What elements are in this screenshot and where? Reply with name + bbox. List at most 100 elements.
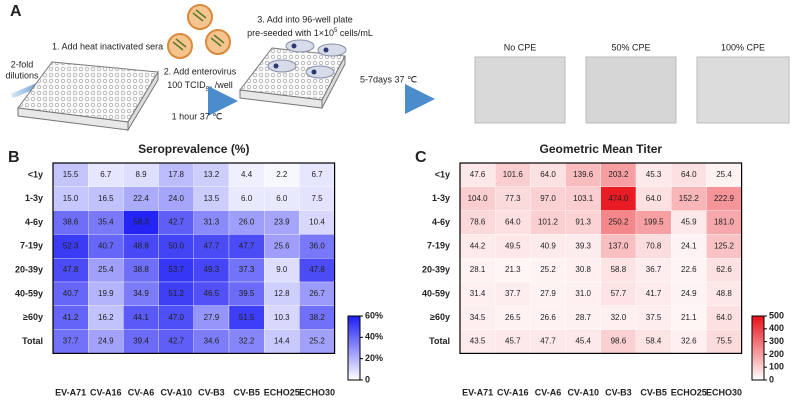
cell-label: 21.3 [505,265,521,274]
row-label: <1y [28,169,43,179]
cell-label: 62.6 [716,265,732,274]
cell-label: 30.8 [575,265,591,274]
cell-label: 40.7 [63,289,79,298]
step-text: 2. Add enterovirus [164,66,237,76]
chart-title: Geometric Mean Titer [540,142,663,156]
cell-label: 24.9 [681,289,697,298]
cell-label: 48.8 [133,241,149,250]
cell-label: 13.2 [204,170,220,179]
x-tick-label: ECHO30 [706,387,742,397]
cell-label: 47.7 [540,337,556,346]
colorbar-tick-label: 40% [365,332,383,342]
cell-label: 44.2 [470,241,486,250]
cell-label: 31.4 [470,289,486,298]
cell-label: 23.9 [274,218,290,227]
x-tick-label: CV-B5 [640,387,667,397]
cell-label: 101.2 [538,218,559,227]
cell-label: 53.7 [168,265,184,274]
cell-label: 25.2 [540,265,556,274]
cell-label: 64.0 [540,170,556,179]
row-label: 40-59y [15,288,43,298]
cell-label: 28.1 [470,265,486,274]
cell-label: 39.3 [575,241,591,250]
cell-label: 75.5 [716,337,732,346]
cell-label: 37.7 [505,289,521,298]
cell-label: 139.6 [573,170,594,179]
panel-label: B [8,149,20,166]
cell-label: 19.9 [98,289,114,298]
colorbar-tick-label: 20% [365,353,383,363]
colorbar-tick-label: 60% [365,310,383,320]
cell-label: 199.5 [644,218,665,227]
cell-label: 52.3 [63,241,79,250]
cell-label: 47.6 [470,170,486,179]
seed-sup: 5 [334,28,338,34]
x-tick-label: CV-A10 [567,387,599,397]
cell-label: 203.2 [608,170,629,179]
cell-label: 16.5 [98,194,114,203]
cell-label: 25.4 [716,170,732,179]
cell-label: 7.5 [311,194,323,203]
cell-label: 57.7 [611,289,627,298]
micrographs [474,56,790,124]
cell-label: 14.4 [274,337,290,346]
cell-label: 48.8 [716,289,732,298]
cell-label: 49.5 [505,241,521,250]
cell-label: 91.3 [575,218,591,227]
cell-label: 32.6 [681,337,697,346]
cell-label: 39.4 [133,337,149,346]
heatmap-border [52,162,336,354]
cell-label: 47.8 [63,265,79,274]
row-label: 1-3y [432,193,450,203]
cell-label: 41.2 [63,313,79,322]
cell-label: 15.5 [63,170,79,179]
cell-label: 24.0 [168,194,184,203]
x-tick-label: CV-A6 [128,387,155,397]
step-text: 3. Add into 96-well plate [257,14,353,24]
cell-label: 36.7 [646,265,662,274]
cell-label: 44.1 [133,313,149,322]
cell-label: 25.6 [274,241,290,250]
colorbar [347,315,361,381]
row-label: 4-6y [432,217,450,227]
x-tick-label: CV-A6 [535,387,562,397]
cell-label: 64.0 [681,170,697,179]
cell-label: 4.4 [241,170,253,179]
cell-label: 78.6 [470,218,486,227]
cell-label: 24.9 [98,337,114,346]
virus-dishes [167,4,231,59]
plate [17,61,159,132]
row-label: 1-3y [25,193,43,203]
cell-label: 31.0 [575,289,591,298]
cell-label: 47.0 [168,313,184,322]
colorbar-tick-label: 100 [769,362,784,372]
x-tick-label: CV-A16 [90,387,122,397]
step-text: 100 TCID50 /well [167,80,233,92]
cell-label: 32.0 [611,313,627,322]
cell-label: 51.2 [168,289,184,298]
cell-label: 26.7 [309,289,325,298]
row-label: ≥60y [430,312,450,322]
panel-label: A [10,3,22,20]
cell-label: 26.5 [505,313,521,322]
cell-label: 6.0 [276,194,288,203]
dose: 100 TCID [167,80,206,90]
x-tick-label: CV-B3 [198,387,225,397]
x-tick-label: CV-A16 [497,387,529,397]
cell-label: 181.0 [714,218,735,227]
cell-label: 2.2 [276,170,288,179]
cell-label: 64.0 [716,313,732,322]
cell-label: 49.3 [204,265,220,274]
colorbar [751,315,765,381]
cell-label: 137.0 [608,241,629,250]
cell-label: 13.5 [204,194,220,203]
cell-label: 38.8 [133,265,149,274]
row-label: 40-59y [422,288,450,298]
cell-label: 17.8 [168,170,184,179]
cell-label: 58.4 [646,337,662,346]
cell-label: 50.0 [168,241,184,250]
panel-label: C [415,149,427,166]
cell-label: 6.7 [311,170,323,179]
cell-label: 25.4 [98,265,114,274]
